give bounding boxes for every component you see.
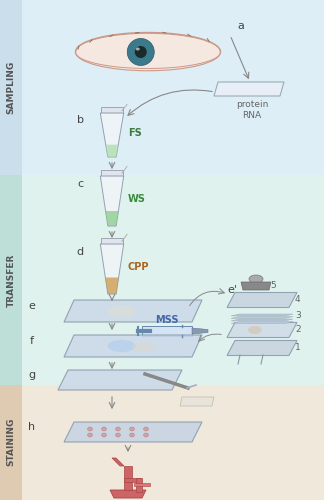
Ellipse shape [127,38,154,66]
Ellipse shape [248,326,262,334]
Text: f: f [30,336,34,346]
Polygon shape [100,113,124,157]
Ellipse shape [101,427,107,431]
Polygon shape [64,422,202,442]
Polygon shape [105,278,119,294]
Ellipse shape [115,427,121,431]
Bar [136,478,142,492]
Ellipse shape [136,48,140,50]
Polygon shape [231,319,293,321]
Bar [0,175,324,385]
Text: FS: FS [128,128,142,138]
Ellipse shape [108,305,136,317]
Text: e: e [29,301,35,311]
Ellipse shape [130,427,134,431]
Ellipse shape [101,433,107,437]
Polygon shape [112,458,124,466]
Polygon shape [58,370,182,390]
Polygon shape [241,282,271,290]
Polygon shape [106,144,118,157]
Text: 4: 4 [295,296,301,304]
Ellipse shape [135,46,147,58]
Text: 3: 3 [295,312,301,320]
Ellipse shape [108,340,136,352]
Ellipse shape [87,433,92,437]
Polygon shape [180,397,214,406]
Text: c: c [77,179,83,189]
Text: 5: 5 [270,282,276,290]
Bar [0,385,324,500]
Bar [0,0,22,175]
Ellipse shape [75,33,221,70]
Polygon shape [100,244,124,294]
Text: e': e' [227,285,237,295]
Ellipse shape [144,433,148,437]
Polygon shape [101,108,123,113]
Polygon shape [106,211,119,226]
Bar [0,0,324,175]
Polygon shape [142,326,192,336]
Polygon shape [192,328,208,334]
Polygon shape [110,490,146,498]
Bar [0,385,22,500]
Text: g: g [29,370,36,380]
Polygon shape [101,170,123,176]
Ellipse shape [115,433,121,437]
Text: WS: WS [128,194,146,203]
Bar [134,483,150,486]
Polygon shape [227,340,297,355]
Polygon shape [231,322,293,324]
Ellipse shape [144,427,148,431]
Polygon shape [64,335,202,357]
Ellipse shape [132,342,155,352]
Text: MSS: MSS [155,315,179,325]
Text: d: d [76,247,84,257]
Bar [0,175,22,385]
Polygon shape [124,478,140,482]
Polygon shape [231,316,293,318]
Ellipse shape [130,433,134,437]
Polygon shape [100,176,124,226]
Ellipse shape [249,275,263,283]
Polygon shape [64,300,202,322]
Ellipse shape [87,427,92,431]
Text: protein
RNA: protein RNA [236,100,268,120]
Text: STAINING: STAINING [6,418,16,466]
Text: a: a [237,21,244,31]
Text: h: h [29,422,36,432]
Polygon shape [227,292,297,308]
Text: CPP: CPP [128,262,149,272]
Text: TRANSFER: TRANSFER [6,254,16,306]
Text: b: b [76,115,84,125]
Polygon shape [101,238,123,244]
Text: 1: 1 [295,344,301,352]
Polygon shape [227,322,297,338]
Polygon shape [231,314,293,316]
Text: SAMPLING: SAMPLING [6,60,16,114]
Text: 2: 2 [295,326,301,334]
Polygon shape [214,82,284,96]
Bar [124,466,132,490]
